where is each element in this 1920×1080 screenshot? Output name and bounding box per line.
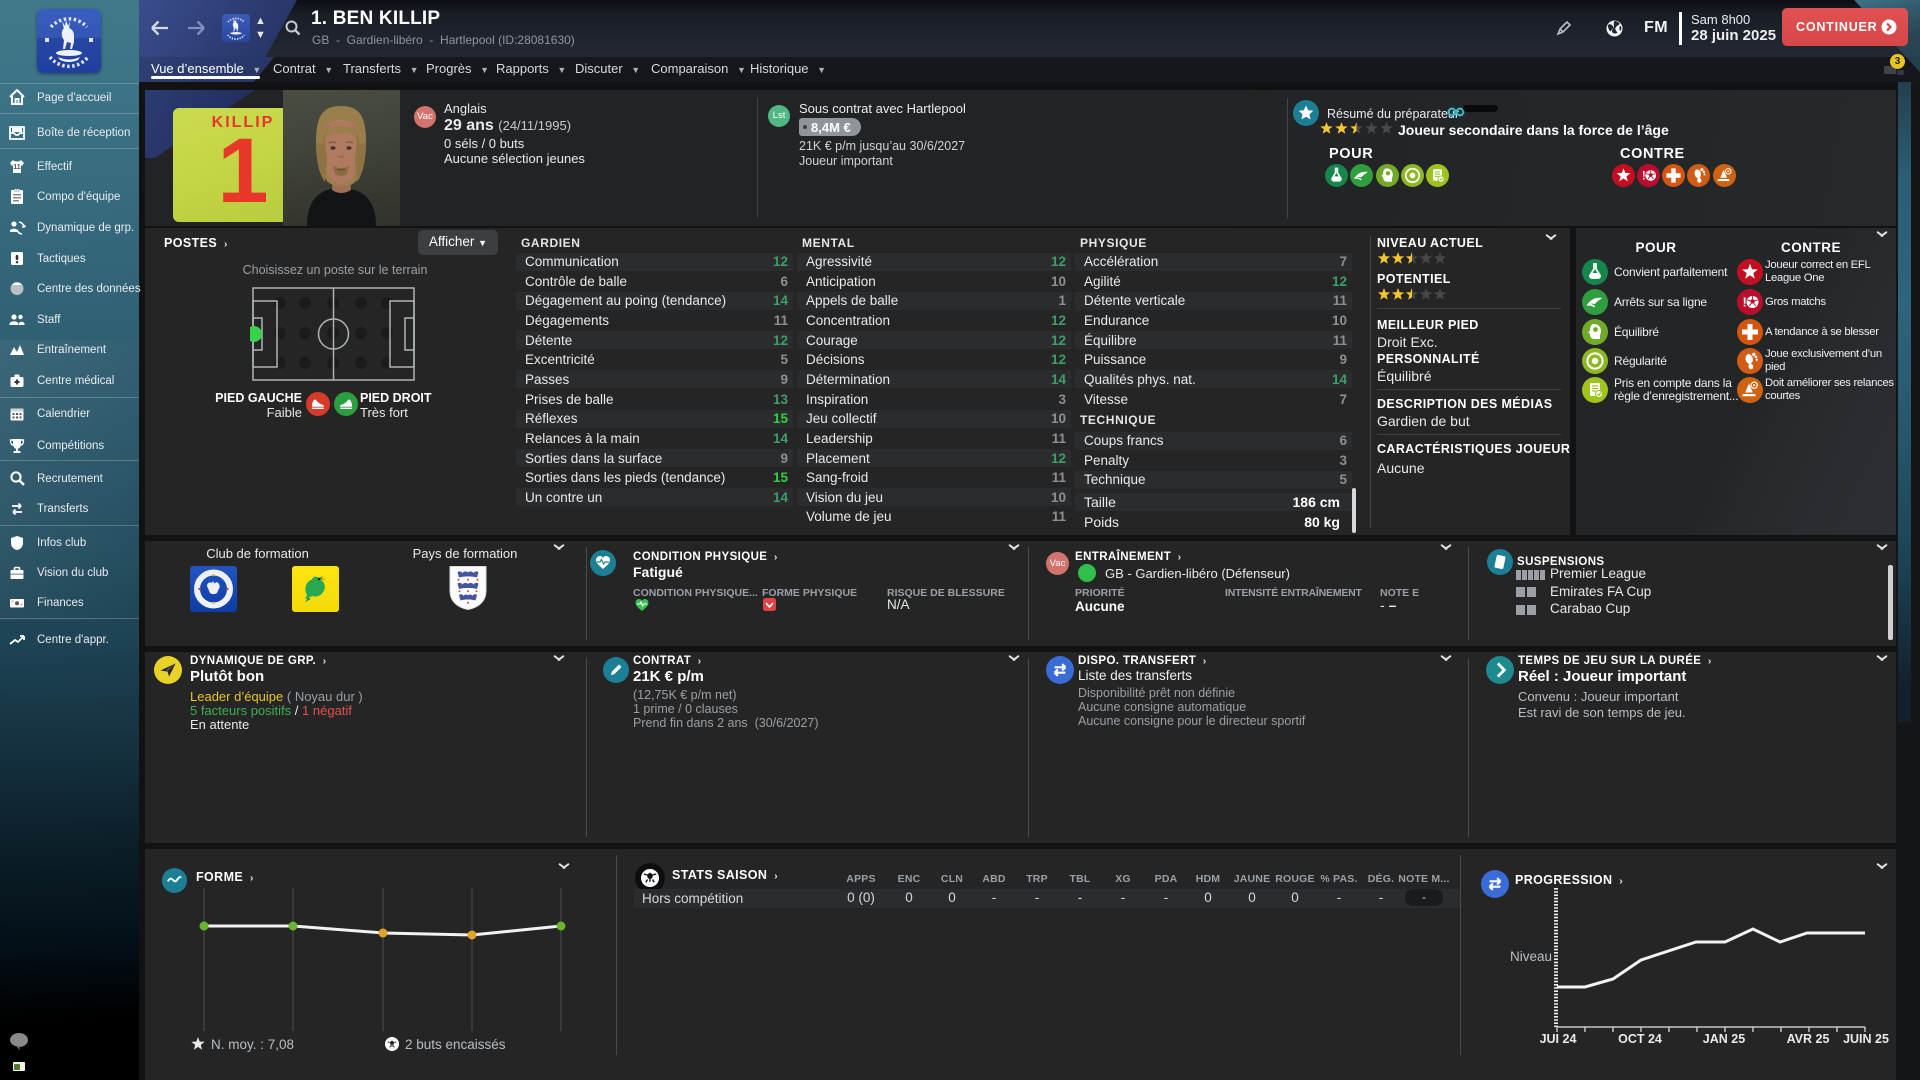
svg-text:!: ! — [1743, 295, 1747, 310]
svg-text:11: 11 — [13, 164, 21, 171]
svg-text:!: ! — [1641, 170, 1645, 182]
